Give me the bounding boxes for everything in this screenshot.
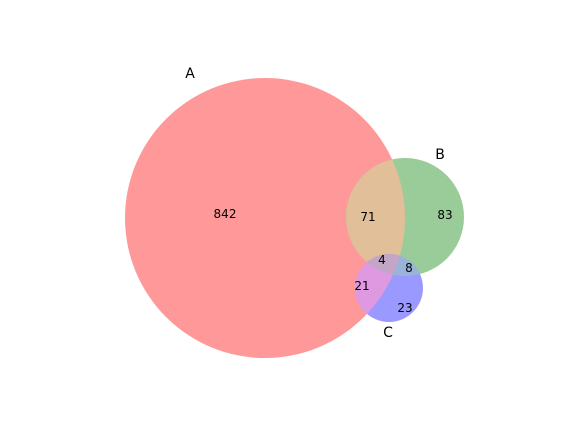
set-label-a: A: [185, 66, 195, 82]
count-b-only: 83: [437, 208, 452, 222]
set-label-c: C: [383, 325, 393, 341]
count-ab: 71: [360, 210, 375, 224]
count-ac: 21: [354, 279, 369, 293]
count-abc: 4: [378, 253, 386, 267]
count-a-only: 842: [214, 207, 237, 221]
count-c-only: 23: [397, 301, 412, 315]
set-label-b: B: [435, 147, 445, 163]
count-bc: 8: [405, 261, 413, 275]
